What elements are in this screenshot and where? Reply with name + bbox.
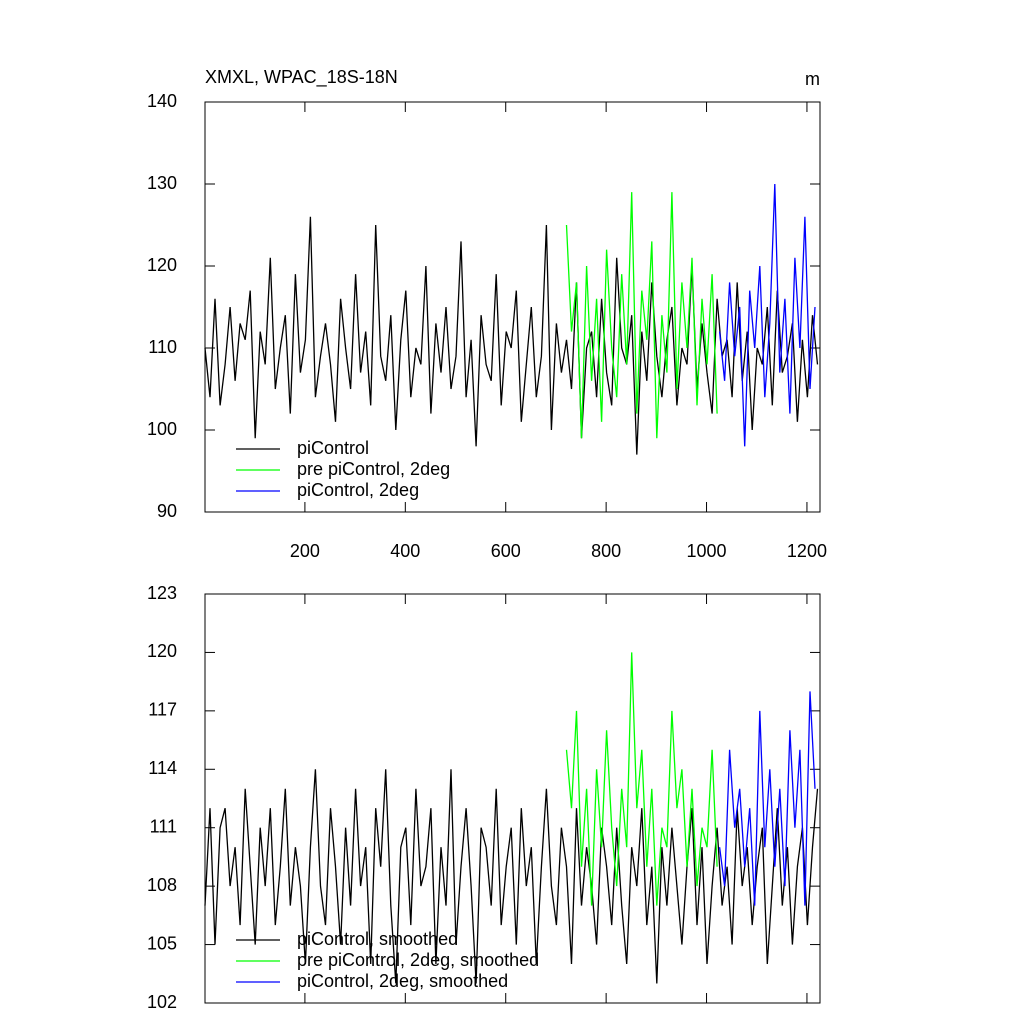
y-tick-label: 117	[148, 700, 177, 720]
x-tick-label: 1200	[787, 541, 827, 561]
legend-label: piControl, smoothed	[297, 929, 458, 949]
data-line	[718, 183, 816, 447]
x-tick-label: 1000	[687, 541, 727, 561]
y-tick-label: 114	[148, 758, 177, 778]
y-tick-label: 90	[157, 501, 177, 521]
legend-label: pre piControl, 2deg	[297, 459, 450, 479]
y-tick-label: 140	[147, 91, 177, 111]
data-line	[565, 192, 718, 439]
y-tick-label: 105	[147, 933, 177, 953]
data-line	[565, 652, 718, 906]
legend-label: piControl	[297, 438, 369, 458]
y-tick-label: 120	[147, 255, 177, 275]
y-tick-label: 110	[148, 337, 177, 357]
data-line	[718, 691, 816, 906]
data-line	[204, 216, 819, 455]
legend-label: pre piControl, 2deg, smoothed	[297, 950, 539, 970]
units-label: m	[805, 69, 820, 89]
y-tick-label: 130	[147, 173, 177, 193]
y-tick-label: 120	[147, 641, 177, 661]
y-tick-label: 123	[147, 583, 177, 603]
x-tick-label: 600	[491, 541, 521, 561]
plot-frame	[204, 593, 821, 1004]
legend-label: piControl, 2deg	[297, 480, 419, 500]
plot-frame	[204, 101, 821, 513]
x-tick-label: 400	[390, 541, 420, 561]
y-tick-label: 102	[147, 992, 177, 1012]
legend-label: piControl, 2deg, smoothed	[297, 971, 508, 991]
x-tick-label: 200	[290, 541, 320, 561]
y-tick-label: 111	[150, 816, 177, 836]
data-line	[204, 769, 819, 984]
y-tick-label: 108	[147, 875, 177, 895]
x-tick-label: 800	[591, 541, 621, 561]
chart-title: XMXL, WPAC_18S-18N	[205, 67, 398, 88]
y-tick-label: 100	[147, 419, 177, 439]
